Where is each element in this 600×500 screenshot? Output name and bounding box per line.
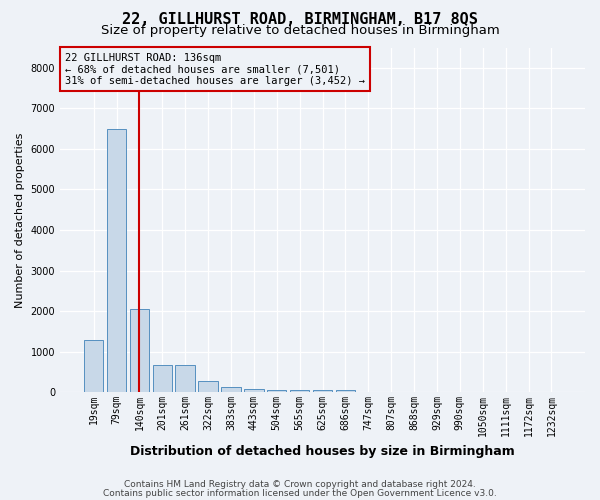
Bar [84, 340, 103, 392]
Bar [130, 309, 149, 392]
Y-axis label: Number of detached properties: Number of detached properties [15, 132, 25, 308]
Text: Contains HM Land Registry data © Crown copyright and database right 2024.: Contains HM Land Registry data © Crown c… [124, 480, 476, 489]
Bar [244, 388, 263, 392]
Bar [175, 366, 195, 392]
Bar [267, 390, 286, 392]
Text: 22 GILLHURST ROAD: 136sqm
← 68% of detached houses are smaller (7,501)
31% of se: 22 GILLHURST ROAD: 136sqm ← 68% of detac… [65, 52, 365, 86]
Bar [221, 386, 241, 392]
Bar [335, 390, 355, 392]
Text: 22, GILLHURST ROAD, BIRMINGHAM, B17 8QS: 22, GILLHURST ROAD, BIRMINGHAM, B17 8QS [122, 12, 478, 28]
Bar [199, 381, 218, 392]
Bar [313, 390, 332, 392]
Bar [152, 366, 172, 392]
Bar [290, 390, 310, 392]
Text: Size of property relative to detached houses in Birmingham: Size of property relative to detached ho… [101, 24, 499, 37]
Text: Contains public sector information licensed under the Open Government Licence v3: Contains public sector information licen… [103, 489, 497, 498]
Bar [107, 128, 126, 392]
X-axis label: Distribution of detached houses by size in Birmingham: Distribution of detached houses by size … [130, 444, 515, 458]
